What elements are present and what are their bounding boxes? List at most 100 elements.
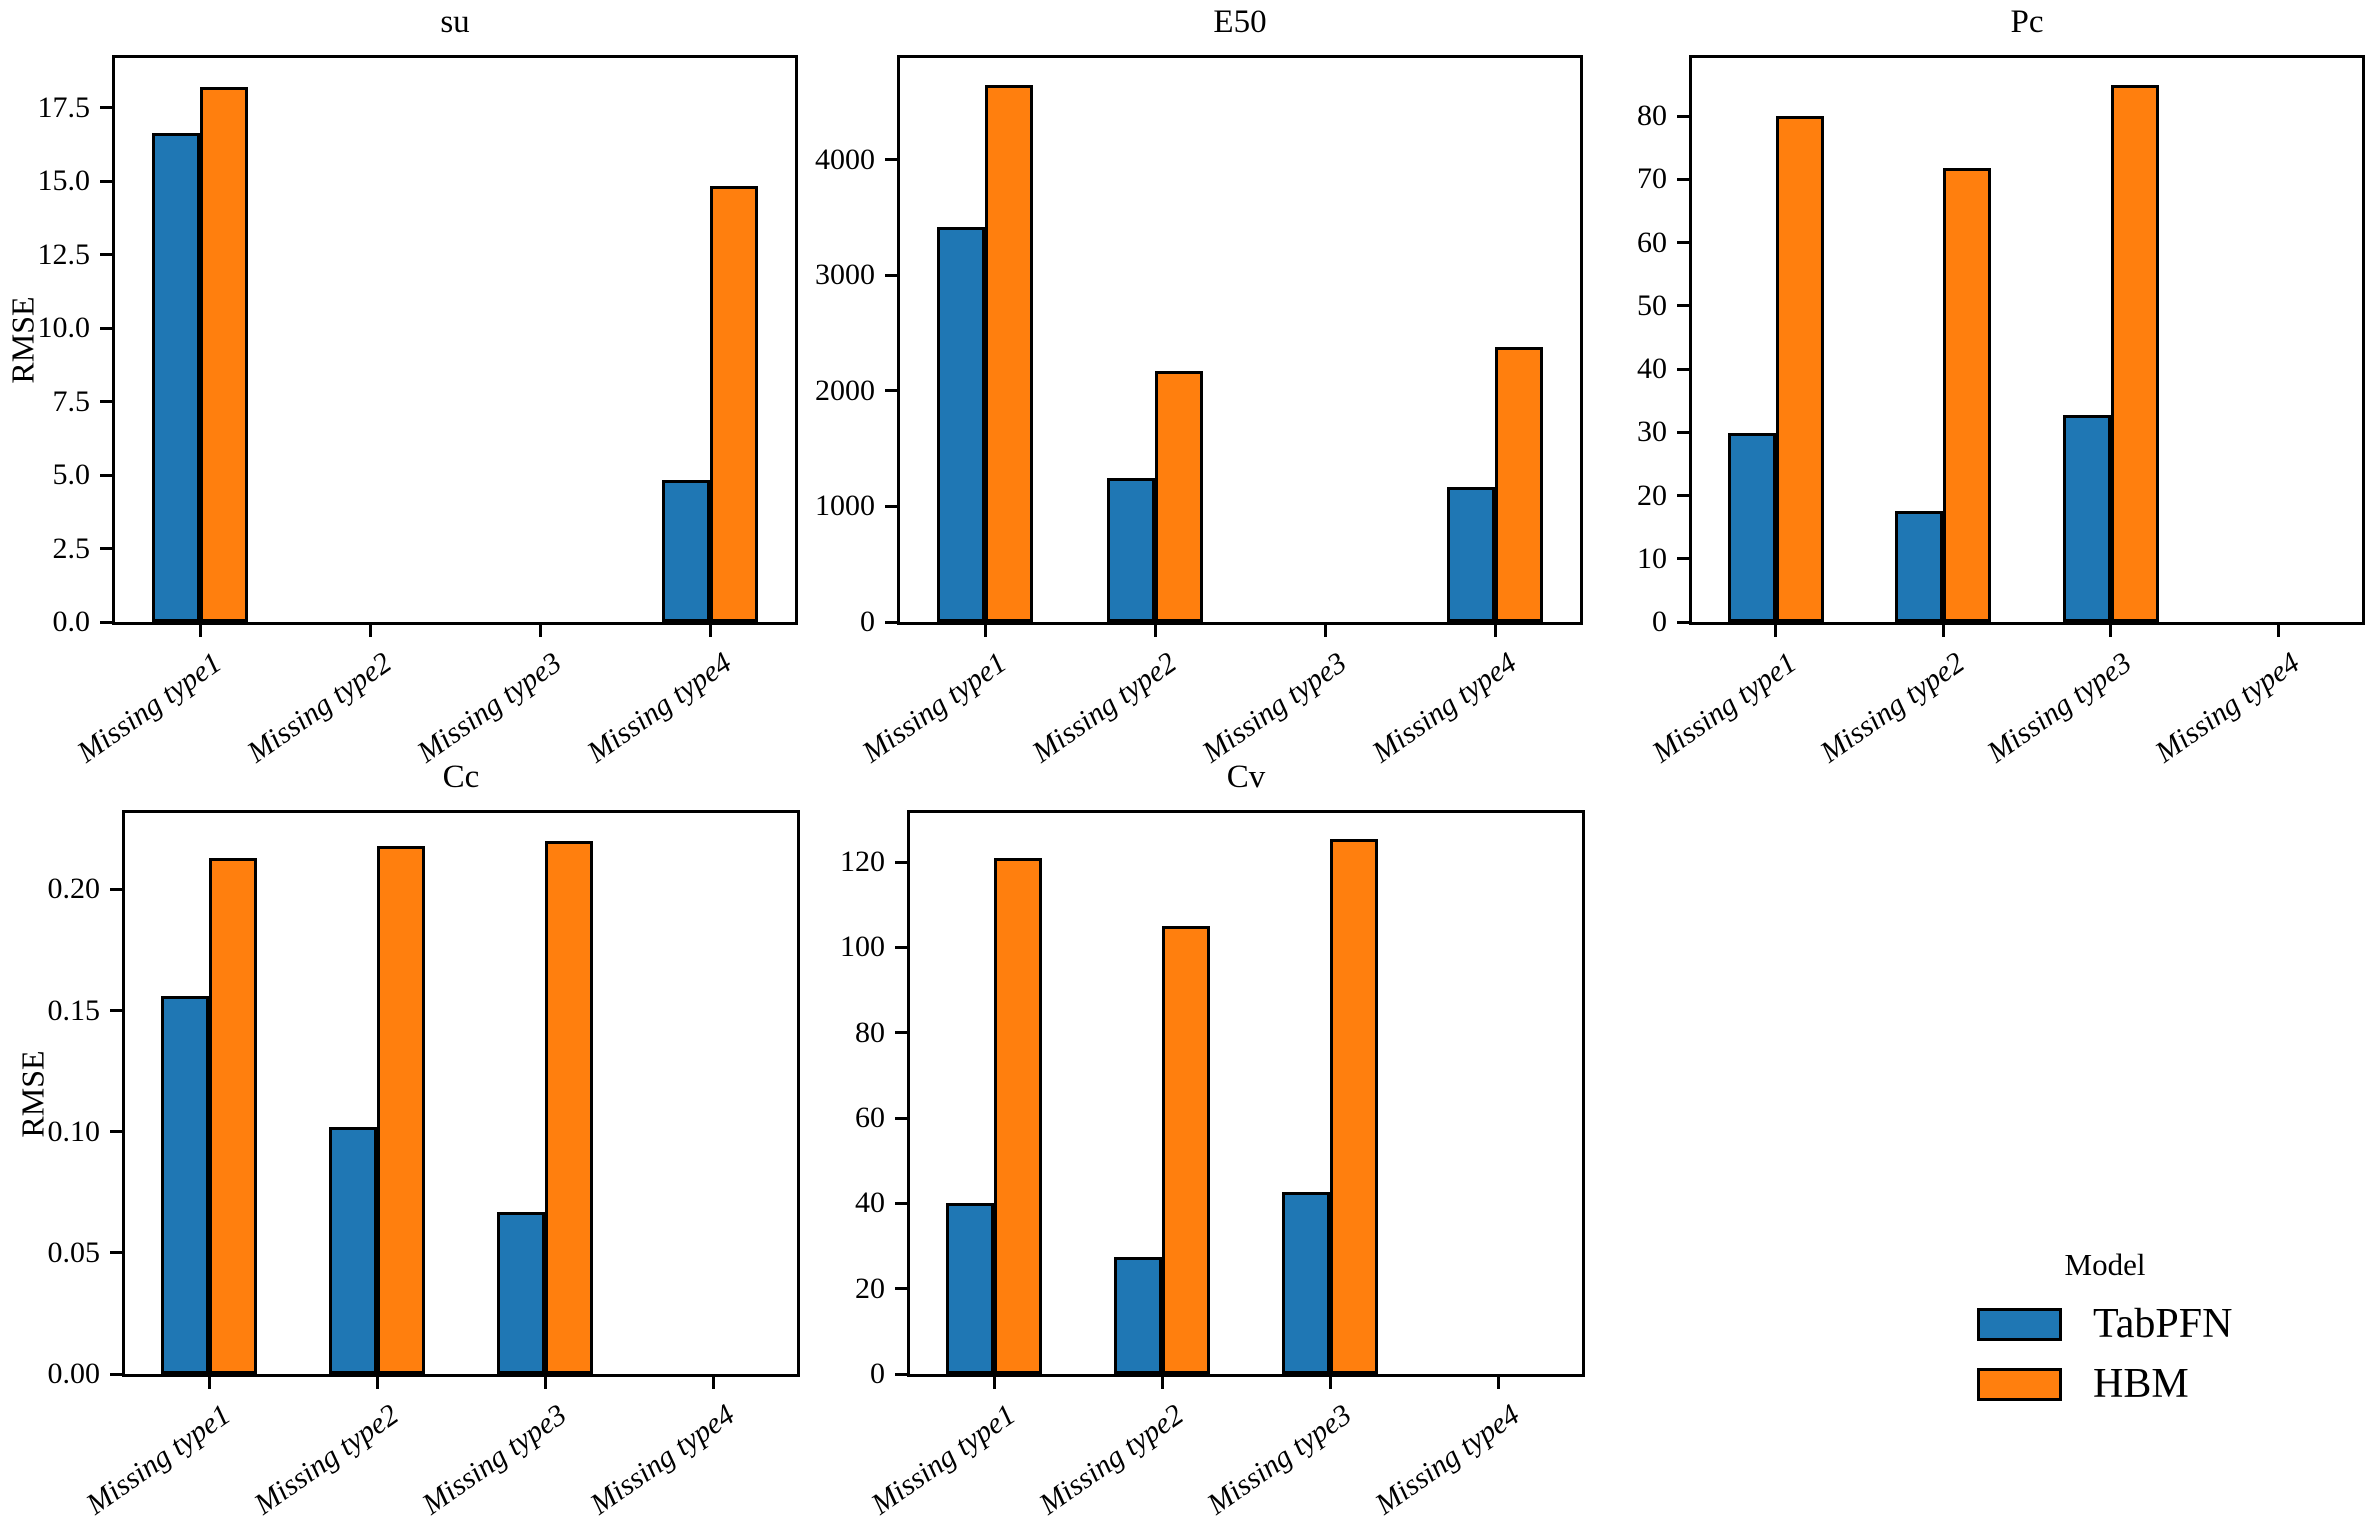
y-tick xyxy=(1677,304,1689,308)
x-tick-label: Missing type2 xyxy=(1032,1398,1189,1516)
y-tick-label: 0.0 xyxy=(52,605,91,638)
x-tick xyxy=(1774,625,1778,637)
y-tick xyxy=(100,179,112,183)
y-tick xyxy=(885,273,897,277)
legend-label-tabpfn: TabPFN xyxy=(2093,1301,2233,1347)
bar-Pc-hbm-1 xyxy=(1775,116,1824,622)
x-tick-label: Missing type2 xyxy=(1814,646,1971,770)
y-tick xyxy=(1677,114,1689,118)
y-tick-label: 0 xyxy=(870,1357,885,1390)
x-tick xyxy=(711,1377,715,1389)
y-tick xyxy=(885,158,897,162)
y-tick xyxy=(1677,241,1689,245)
x-tick-label: Missing type1 xyxy=(79,1398,236,1516)
bar-su-tabpfn-4 xyxy=(662,479,710,622)
y-tick xyxy=(1677,620,1689,624)
bar-Cv-tabpfn-1 xyxy=(946,1203,994,1374)
x-tick xyxy=(2276,625,2280,637)
x-tick xyxy=(1160,1377,1164,1389)
y-tick xyxy=(100,400,112,404)
legend-swatch-tabpfn xyxy=(1977,1308,2062,1341)
y-tick xyxy=(110,887,122,891)
bar-su-hbm-4 xyxy=(710,185,758,622)
subplot-title-E50: E50 xyxy=(1213,4,1267,40)
bar-Cc-tabpfn-1 xyxy=(161,995,209,1374)
y-tick xyxy=(1677,494,1689,498)
x-tick-label: Missing type2 xyxy=(247,1398,404,1516)
bar-E50-hbm-4 xyxy=(1495,346,1543,622)
y-tick-label: 0.00 xyxy=(47,1357,101,1390)
x-tick-label: Missing type3 xyxy=(415,1398,572,1516)
subplot-Cc: Cc RMSE 0.00 0.05 0.10 0.15 0.20 Missing type1 M… xyxy=(15,759,800,1516)
legend-swatch-hbm xyxy=(1977,1368,2062,1401)
y-tick-label: 15.0 xyxy=(37,164,91,198)
y-tick xyxy=(885,504,897,508)
y-tick-label: 0.15 xyxy=(47,993,101,1027)
y-tick-label: 100 xyxy=(840,930,885,964)
y-tick-label: 60 xyxy=(1637,225,1667,259)
x-tick-label: Missing type1 xyxy=(70,646,227,770)
bar-Cv-tabpfn-3 xyxy=(1282,1191,1330,1374)
x-tick-label: Missing type3 xyxy=(1195,646,1352,770)
y-tick xyxy=(885,620,897,624)
y-tick-label: 10.0 xyxy=(37,311,91,345)
y-tick xyxy=(1677,367,1689,371)
y-tick-label: 2.5 xyxy=(52,531,91,565)
y-tick xyxy=(895,1372,907,1376)
legend-title: Model xyxy=(2064,1247,2146,1282)
bar-Cv-tabpfn-2 xyxy=(1114,1256,1162,1374)
y-tick xyxy=(100,326,112,330)
y-tick-label: 70 xyxy=(1637,162,1667,196)
x-tick xyxy=(1323,625,1327,637)
x-tick-label: Missing type1 xyxy=(855,646,1012,770)
x-tick-label: Missing type3 xyxy=(1981,646,2138,770)
legend-label-hbm: HBM xyxy=(2093,1361,2189,1407)
x-tick-label: Missing type2 xyxy=(240,646,397,770)
bar-Pc-hbm-2 xyxy=(1943,168,1992,622)
y-tick xyxy=(100,106,112,110)
bar-su-tabpfn-1 xyxy=(152,132,200,622)
x-tick-label: Missing type3 xyxy=(410,646,567,770)
y-tick-label: 4000 xyxy=(815,142,875,176)
bar-Cc-hbm-1 xyxy=(209,857,257,1374)
bar-Cc-hbm-2 xyxy=(377,845,425,1374)
y-tick-label: 20 xyxy=(1637,478,1667,512)
subplot-Pc: Pc 0 10 20 30 40 50 60 70 80 Missing type1 Missing … xyxy=(1637,4,2365,769)
y-tick-label: 80 xyxy=(855,1015,885,1049)
x-tick xyxy=(983,625,987,637)
y-tick xyxy=(1677,177,1689,181)
bar-E50-hbm-1 xyxy=(985,84,1033,622)
y-tick xyxy=(100,620,112,624)
bar-Cv-hbm-3 xyxy=(1330,838,1378,1374)
x-tick-label: Missing type3 xyxy=(1200,1398,1357,1516)
x-tick-label: Missing type2 xyxy=(1025,646,1182,770)
bar-Pc-tabpfn-1 xyxy=(1727,432,1776,622)
x-tick xyxy=(1496,1377,1500,1389)
y-tick xyxy=(885,389,897,393)
y-tick xyxy=(895,1201,907,1205)
y-tick-label: 0.20 xyxy=(47,872,101,906)
x-tick xyxy=(198,625,202,637)
bar-E50-hbm-2 xyxy=(1155,371,1203,622)
bar-Cc-tabpfn-3 xyxy=(497,1211,545,1374)
y-tick xyxy=(895,1287,907,1291)
y-tick-label: 120 xyxy=(840,845,885,879)
x-tick xyxy=(1153,625,1157,637)
x-tick xyxy=(1328,1377,1332,1389)
subplot-su: su RMSE 0.0 2.5 5.0 7.5 10.0 12.5 15.0 17.5 Missin… xyxy=(5,4,798,769)
subplot-title-su: su xyxy=(440,4,470,40)
y-tick xyxy=(110,1251,122,1255)
x-tick-label: Missing type4 xyxy=(2149,646,2306,770)
y-tick-label: 0 xyxy=(860,605,875,638)
x-tick xyxy=(368,625,372,637)
bar-E50-tabpfn-1 xyxy=(937,226,985,622)
y-tick-label: 0.05 xyxy=(47,1235,101,1269)
subplot-title-Pc: Pc xyxy=(2010,4,2044,40)
y-tick-label: 1000 xyxy=(815,489,875,523)
x-tick-label: Missing type4 xyxy=(1365,646,1522,770)
y-tick xyxy=(1677,557,1689,561)
y-tick-label: 3000 xyxy=(815,258,875,292)
x-tick xyxy=(1493,625,1497,637)
y-tick xyxy=(110,1372,122,1376)
y-tick-label: 60 xyxy=(855,1101,885,1135)
